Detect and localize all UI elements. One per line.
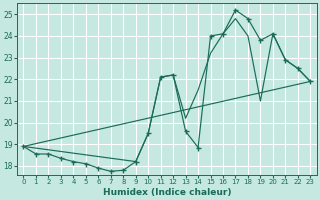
X-axis label: Humidex (Indice chaleur): Humidex (Indice chaleur) <box>103 188 231 197</box>
